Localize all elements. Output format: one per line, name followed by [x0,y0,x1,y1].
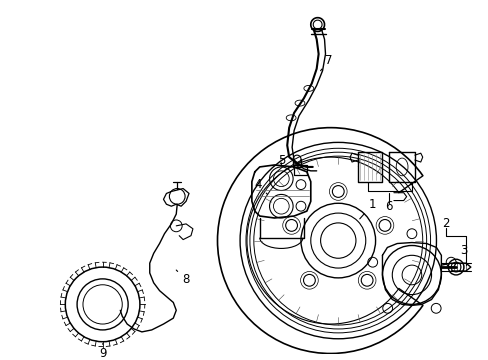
Text: 4: 4 [253,178,267,194]
Text: 8: 8 [176,270,189,286]
Text: 5: 5 [277,154,285,167]
Text: 6: 6 [385,200,392,213]
Text: 2: 2 [442,217,449,230]
Text: 9: 9 [99,344,106,360]
Text: 1: 1 [359,198,376,219]
Text: 7: 7 [320,54,331,71]
Text: 3: 3 [455,244,467,263]
